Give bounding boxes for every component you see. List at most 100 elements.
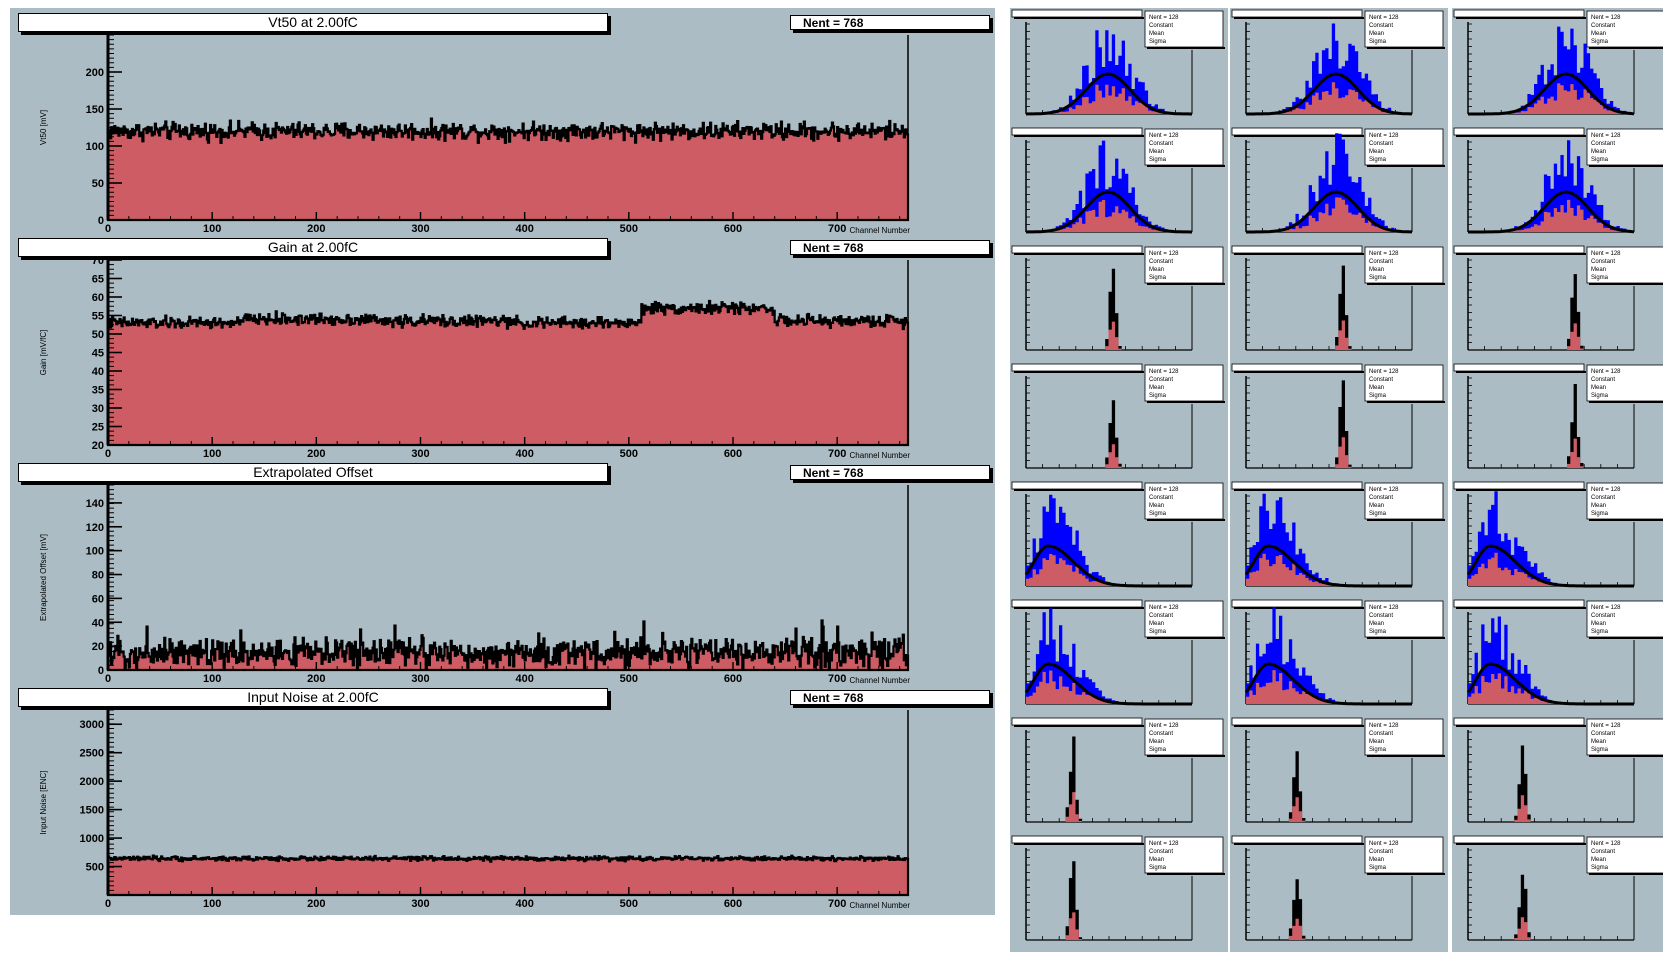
mini-stat-line: Nent = 128 [1369, 841, 1399, 847]
x-tick-label: 0 [105, 448, 111, 460]
mini-bins-all [1026, 494, 1195, 586]
mini-bins-selected [1468, 552, 1637, 586]
y-tick-label: 20 [92, 641, 104, 653]
mini-bins-all [1468, 491, 1637, 586]
y-tick-label: 0 [98, 215, 104, 227]
mini-histogram-noise: Nent = 128 Constant Mean Sigma [1230, 716, 1448, 834]
mini-stat-line: Constant [1149, 731, 1173, 737]
mini-histogram-gain: Nent = 128 Constant Mean Sigma [1452, 362, 1663, 480]
mini-stat-line: Constant [1591, 141, 1615, 147]
y-tick-label: 60 [92, 593, 104, 605]
y-tick-label: 70 [92, 255, 104, 267]
mini-bins-selected [1468, 323, 1637, 350]
gauss-fit-line [1024, 662, 1192, 706]
mini-stat-line: Sigma [1591, 629, 1609, 635]
mini-stat-line: Mean [1591, 149, 1606, 155]
y-tick-label: 30 [92, 403, 104, 415]
mini-stat-line: Mean [1149, 503, 1164, 509]
mini-stat-line: Nent = 128 [1591, 369, 1621, 375]
mini-stat-line: Nent = 128 [1149, 487, 1179, 493]
mini-stat-line: Nent = 128 [1149, 369, 1179, 375]
x-tick-label: 100 [203, 898, 221, 910]
x-tick-label: 200 [307, 223, 325, 235]
x-tick-label: 0 [105, 673, 111, 685]
mini-histogram-vt50: Nent = 128 Constant Mean Sigma [1230, 126, 1448, 244]
gauss-fit-line [1246, 72, 1412, 116]
x-tick-label: 400 [515, 898, 533, 910]
mini-histogram-gain: Nent = 128 Constant Mean Sigma [1010, 362, 1228, 480]
x-tick-label: 200 [307, 448, 325, 460]
mini-stat-line: Constant [1591, 377, 1615, 383]
x-tick-label: 300 [411, 448, 429, 460]
mini-bins-selected [1468, 199, 1637, 232]
mini-stat-line: Sigma [1149, 629, 1167, 635]
mini-stat-line: Sigma [1369, 275, 1387, 281]
mini-bins-selected [1468, 438, 1637, 468]
mini-stat-line: Constant [1591, 849, 1615, 855]
histogram-bins [106, 619, 910, 672]
y-tick-label: 50 [92, 178, 104, 190]
mini-bins-all [1246, 493, 1415, 586]
mini-stat-line: Sigma [1149, 747, 1167, 753]
mini-stat-line: Sigma [1149, 511, 1167, 517]
mini-stat-line: Constant [1369, 849, 1393, 855]
mini-stat-line: Nent = 128 [1149, 723, 1179, 729]
mini-histogram-gain: Nent = 128 Constant Mean Sigma [1230, 362, 1448, 480]
mini-stat-line: Constant [1369, 259, 1393, 265]
x-tick-label: 0 [105, 223, 111, 235]
x-tick-label: 300 [411, 673, 429, 685]
mini-stat-line: Nent = 128 [1591, 133, 1621, 139]
mini-stat-line: Constant [1149, 495, 1173, 501]
x-tick-label: 400 [515, 673, 533, 685]
gauss-fit-line [1246, 190, 1412, 234]
mini-stat-line: Sigma [1149, 393, 1167, 399]
x-tick-label: 600 [724, 448, 742, 460]
mini-stat-line: Constant [1149, 23, 1173, 29]
mini-stat-line: Sigma [1149, 865, 1167, 871]
x-axis-label: Channel Number [850, 451, 911, 460]
mini-bins-selected [1026, 792, 1195, 822]
y-tick-label: 0 [98, 665, 104, 677]
mini-histogram-noise: Nent = 128 Constant Mean Sigma [1010, 716, 1228, 834]
chart-title: Vt50 at 2.00fC [18, 13, 608, 32]
x-tick-label: 600 [724, 673, 742, 685]
mini-bins-all [1468, 140, 1637, 232]
mini-stat-line: Mean [1149, 31, 1164, 37]
mini-stat-line: Nent = 128 [1591, 15, 1621, 21]
gauss-fit-line [1466, 544, 1634, 588]
mini-histogram-offset: Nent = 128 Constant Mean Sigma [1230, 598, 1448, 716]
mini-histogram-offset: Nent = 128 Constant Mean Sigma [1452, 598, 1663, 716]
mini-stat-line: Mean [1149, 149, 1164, 155]
mini-bins-selected [1026, 321, 1195, 350]
y-tick-label: 40 [92, 617, 104, 629]
x-tick-label: 200 [307, 898, 325, 910]
mini-stat-line: Mean [1369, 385, 1384, 391]
mini-histogram-noise: Nent = 128 Constant Mean Sigma [1452, 716, 1663, 834]
mini-stat-line: Nent = 128 [1591, 723, 1621, 729]
mini-stat-line: Constant [1591, 495, 1615, 501]
mini-stat-line: Sigma [1591, 157, 1609, 163]
mini-bins-selected [1026, 84, 1195, 114]
y-tick-label: 50 [92, 329, 104, 341]
x-axis-label: Channel Number [850, 901, 911, 910]
mini-stat-line: Sigma [1149, 275, 1167, 281]
mini-stat-line: Mean [1149, 385, 1164, 391]
x-tick-label: 500 [620, 673, 638, 685]
mini-stat-line: Mean [1149, 857, 1164, 863]
x-tick-label: 100 [203, 673, 221, 685]
mini-stat-line: Sigma [1369, 157, 1387, 163]
mini-stat-line: Nent = 128 [1369, 487, 1399, 493]
mini-bins-all [1026, 30, 1195, 115]
mini-stat-line: Nent = 128 [1591, 605, 1621, 611]
mini-bins-selected [1468, 673, 1637, 704]
histogram-bins [106, 854, 910, 897]
y-tick-label: 45 [92, 348, 104, 360]
mini-bins-all [1468, 874, 1637, 940]
mini-stat-line: Constant [1591, 613, 1615, 619]
y-tick-label: 25 [92, 422, 104, 434]
x-tick-label: 500 [620, 448, 638, 460]
mini-stat-line: Constant [1591, 23, 1615, 29]
mini-stat-line: Nent = 128 [1149, 133, 1179, 139]
